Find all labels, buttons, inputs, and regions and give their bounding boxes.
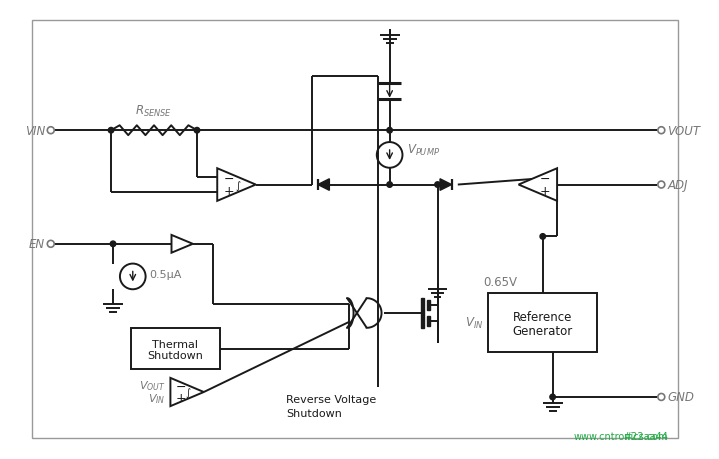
Text: #22aa44: #22aa44: [623, 431, 668, 442]
Bar: [427, 316, 430, 326]
Polygon shape: [217, 169, 256, 202]
Text: $V_{IN}$: $V_{IN}$: [148, 392, 165, 405]
Polygon shape: [172, 235, 193, 253]
Polygon shape: [518, 169, 557, 202]
Text: +: +: [224, 185, 234, 197]
Text: VIN: VIN: [24, 124, 45, 137]
Circle shape: [550, 394, 555, 400]
Circle shape: [387, 182, 393, 188]
Text: Shutdown: Shutdown: [147, 351, 203, 361]
Text: GND: GND: [667, 391, 694, 403]
Circle shape: [110, 241, 116, 247]
Text: $V_{OUT}$: $V_{OUT}$: [139, 379, 165, 392]
Bar: [421, 298, 423, 328]
Circle shape: [387, 128, 393, 134]
Text: ∫: ∫: [186, 387, 191, 397]
Text: Reference: Reference: [513, 311, 572, 324]
Text: Reverse Voltage: Reverse Voltage: [286, 394, 376, 404]
Polygon shape: [318, 179, 329, 191]
Text: 0.65V: 0.65V: [483, 275, 518, 288]
Circle shape: [540, 234, 546, 240]
Circle shape: [109, 128, 114, 134]
Polygon shape: [170, 378, 203, 406]
FancyBboxPatch shape: [131, 328, 220, 369]
Bar: [427, 301, 430, 310]
Text: +: +: [175, 391, 186, 404]
Text: ADJ: ADJ: [667, 179, 688, 191]
Text: Shutdown: Shutdown: [286, 408, 342, 418]
Text: +: +: [540, 185, 551, 197]
Circle shape: [194, 128, 200, 134]
Polygon shape: [440, 179, 452, 191]
Text: −: −: [224, 173, 234, 186]
Text: EN: EN: [29, 238, 45, 251]
Text: VOUT: VOUT: [667, 124, 700, 137]
Text: $V_{PUMP}$: $V_{PUMP}$: [408, 142, 441, 157]
FancyBboxPatch shape: [488, 294, 597, 353]
Text: 0.5μA: 0.5μA: [150, 270, 182, 280]
FancyBboxPatch shape: [32, 21, 678, 438]
Text: Generator: Generator: [513, 325, 573, 337]
Text: $V_{IN}$: $V_{IN}$: [465, 316, 483, 330]
Text: www.cntronics.com: www.cntronics.com: [574, 431, 668, 442]
Text: Thermal: Thermal: [152, 339, 198, 349]
Text: ∫: ∫: [235, 180, 241, 190]
Text: −: −: [175, 381, 186, 393]
Text: −: −: [540, 173, 551, 186]
Text: $R_{SENSE}$: $R_{SENSE}$: [135, 104, 173, 119]
Circle shape: [435, 182, 440, 188]
